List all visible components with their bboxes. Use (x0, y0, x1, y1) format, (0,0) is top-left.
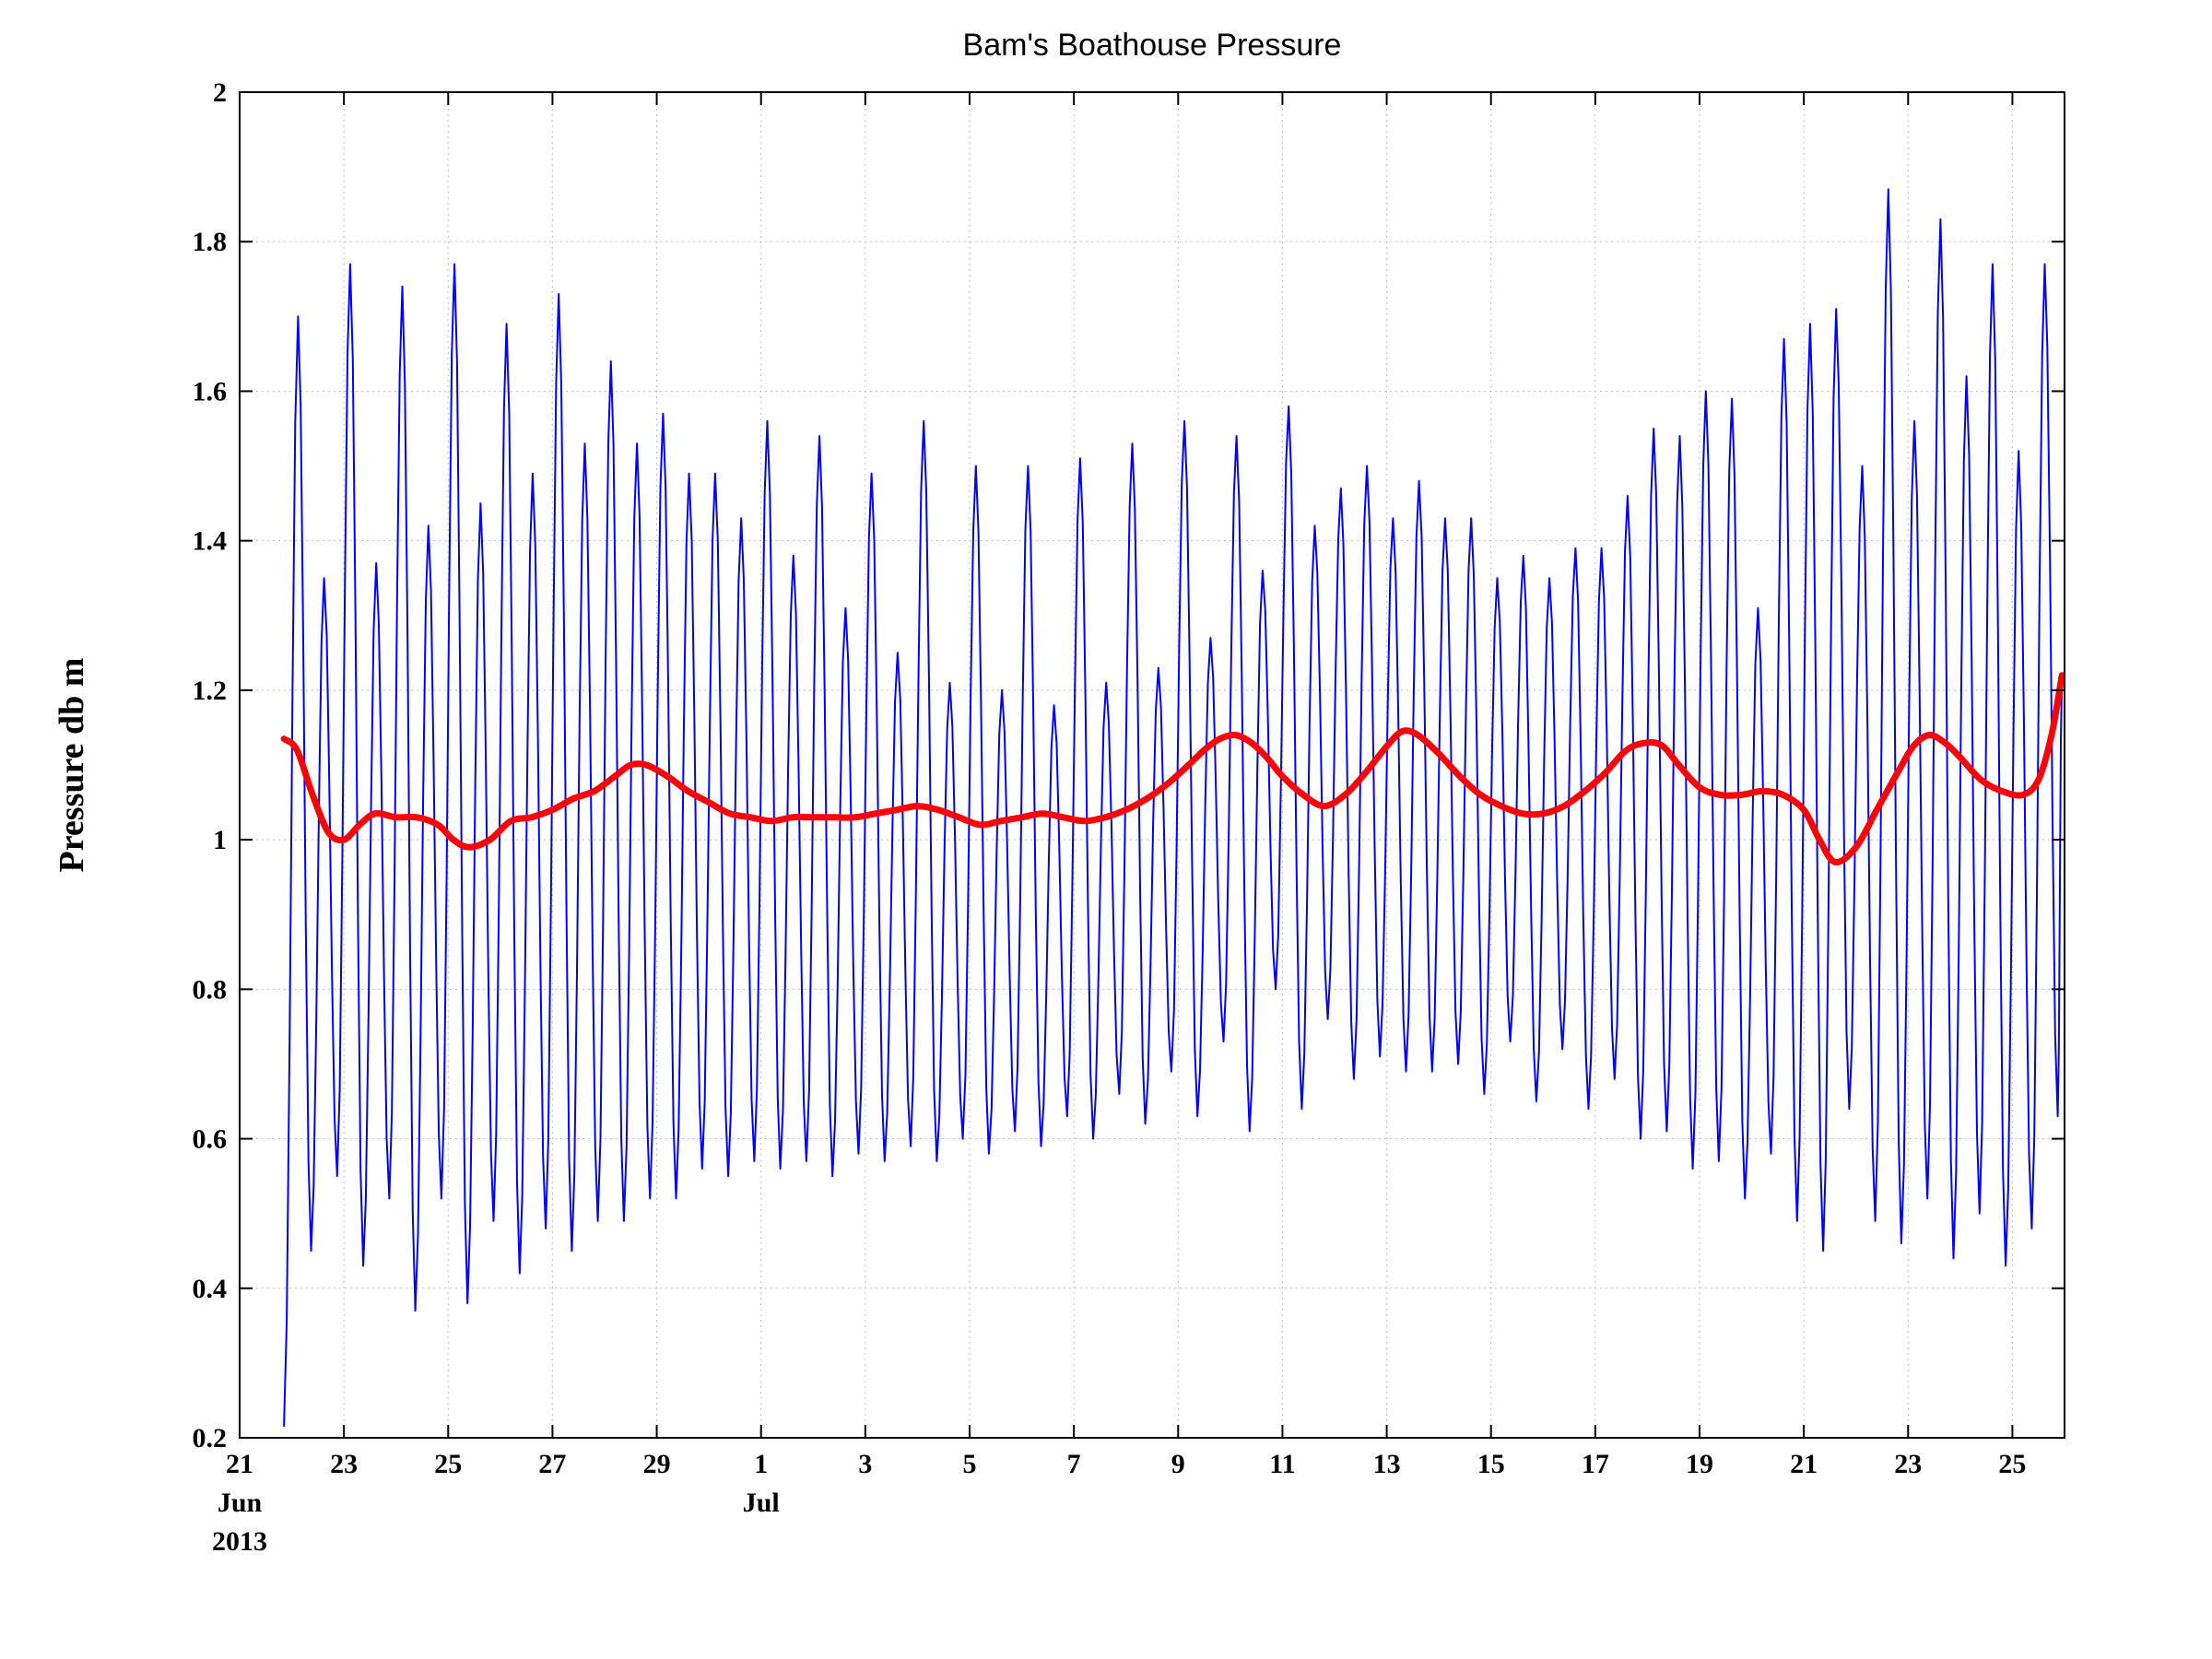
pressure-chart: Bam's Boathouse PressurePressure db m212… (0, 0, 2212, 1659)
y-tick-label: 0.8 (193, 974, 228, 1005)
x-tick-label: 17 (1582, 1449, 1609, 1479)
y-tick-label: 0.4 (193, 1274, 228, 1304)
month-label: Jul (743, 1488, 780, 1518)
x-tick-label: 15 (1477, 1449, 1505, 1479)
x-tick-label: 13 (1373, 1449, 1401, 1479)
x-tick-label: 7 (1067, 1449, 1081, 1479)
x-tick-label: 9 (1171, 1449, 1185, 1479)
y-tick-label: 1.6 (193, 376, 228, 406)
x-tick-label: 3 (858, 1449, 872, 1479)
x-tick-label: 27 (538, 1449, 566, 1479)
y-tick-label: 1 (213, 825, 227, 855)
chart-title: Bam's Boathouse Pressure (963, 28, 1342, 63)
x-tick-label: 29 (643, 1449, 671, 1479)
y-tick-label: 1.8 (193, 227, 228, 257)
year-label: 2013 (212, 1526, 267, 1557)
x-tick-label: 19 (1686, 1449, 1713, 1479)
x-tick-label: 21 (226, 1449, 253, 1479)
x-tick-label: 25 (1998, 1449, 2026, 1479)
y-tick-label: 0.2 (193, 1423, 228, 1453)
y-axis-label: Pressure db m (53, 658, 91, 873)
y-tick-label: 1.2 (193, 676, 228, 706)
y-tick-label: 2 (213, 77, 227, 108)
x-tick-label: 21 (1790, 1449, 1818, 1479)
chart-container: Bam's Boathouse PressurePressure db m212… (0, 0, 2212, 1659)
y-tick-label: 0.6 (193, 1124, 228, 1155)
x-tick-label: 23 (330, 1449, 358, 1479)
x-tick-label: 11 (1269, 1449, 1295, 1479)
x-tick-label: 1 (754, 1449, 768, 1479)
y-tick-label: 1.4 (193, 526, 228, 557)
x-tick-label: 25 (434, 1449, 462, 1479)
x-tick-label: 23 (1894, 1449, 1922, 1479)
x-tick-label: 5 (963, 1449, 977, 1479)
month-label: Jun (218, 1488, 263, 1518)
